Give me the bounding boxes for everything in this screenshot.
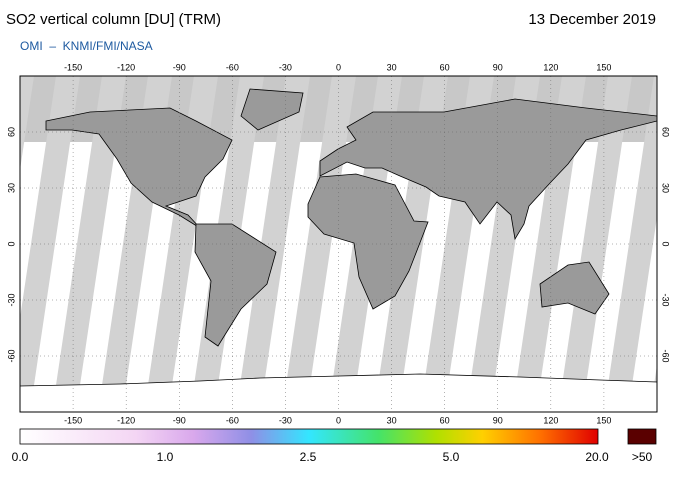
lon-label-top: -120 [117,62,135,72]
colorbar-labels: 0.0 1.0 2.5 5.0 20.0 [12,450,609,464]
lat-label-left: 30 [6,183,16,193]
lon-label-bottom: 90 [493,415,503,425]
date: 13 December 2019 [528,11,656,28]
africa [307,173,429,310]
swath [604,76,657,412]
lon-label-bottom: -60 [226,415,239,425]
lon-label-top: 0 [336,62,341,72]
swath [558,76,632,412]
lon-label-bottom: 120 [543,415,558,425]
lon-label-top: 120 [543,62,558,72]
lon-label-bottom: 30 [387,415,397,425]
australia [539,261,610,315]
colorbar [19,428,599,445]
source: OMI – KNMI/FMI/NASA [20,39,153,53]
swath [20,76,80,412]
lon-label-top: -60 [226,62,239,72]
colorbar-label: 1.0 [157,450,174,464]
lon-label-bottom: 60 [440,415,450,425]
lat-label-right: -60 [661,349,671,362]
swath [20,76,34,171]
colorbar-overflow [627,428,657,445]
greenland [240,88,304,131]
lon-label-bottom: -90 [173,415,186,425]
lat-label-right: 60 [661,127,671,137]
map-frame [19,75,658,413]
lat-label-left: -60 [6,349,16,362]
lat-label-left: 60 [6,127,16,137]
colorbar-label: 20.0 [585,450,609,464]
lat-label-right: 0 [661,241,671,246]
colorbar-overflow-label: >50 [632,450,653,464]
lon-label-top: 90 [493,62,503,72]
north-america [45,107,233,229]
title: SO2 vertical column [DU] (TRM) [6,11,221,28]
lon-label-bottom: -30 [279,415,292,425]
tick-labels: -150 -150 -120 -120 -90 -90 -60 -60 -30 -30 0 0 30 30… [6,62,670,425]
lon-label-bottom: -150 [64,415,82,425]
lat-label-left: 0 [6,241,16,246]
lat-label-right: 30 [661,183,671,193]
eurasia [319,98,657,241]
colorbar-label: 5.0 [443,450,460,464]
lon-label-top: -150 [64,62,82,72]
lon-label-bottom: 0 [336,415,341,425]
graticule [20,76,657,412]
lat-label-right: -30 [661,293,671,306]
colorbar-label: 0.0 [12,450,29,464]
lat-label-left: -30 [6,293,16,306]
lon-label-top: -90 [173,62,186,72]
lon-label-bottom: 150 [596,415,611,425]
map-area [20,76,657,412]
lon-label-top: 30 [387,62,397,72]
south-america [194,223,277,347]
lon-label-bottom: -120 [117,415,135,425]
colorbar-label: 2.5 [300,450,317,464]
lon-label-top: -30 [279,62,292,72]
lon-label-top: 60 [440,62,450,72]
lon-label-top: 150 [596,62,611,72]
